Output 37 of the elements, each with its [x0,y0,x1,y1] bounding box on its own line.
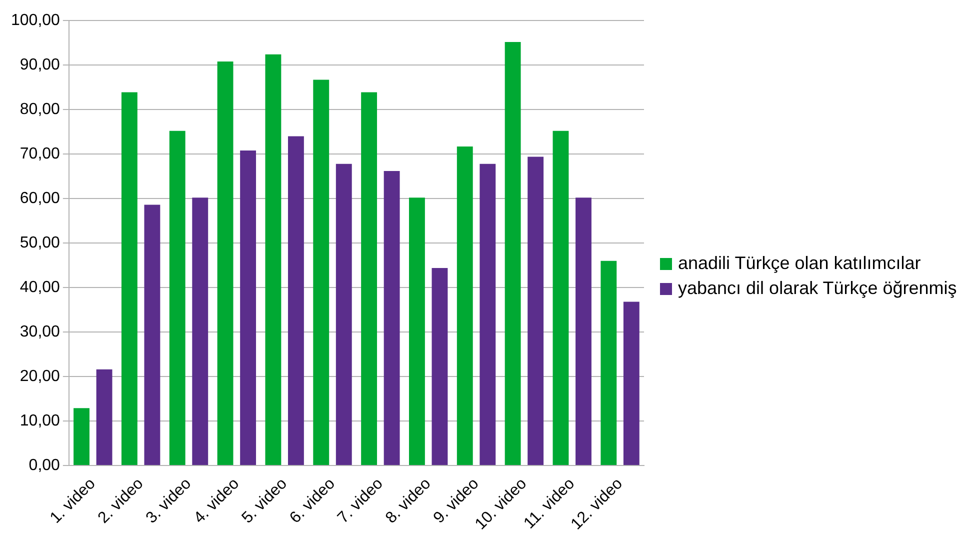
bar [217,62,234,466]
bar [74,408,90,466]
bar [336,164,352,466]
y-tick-label: 80,00 [20,100,60,118]
y-tick-label: 20,00 [20,368,60,385]
bar [313,80,330,466]
legend-label: yabancı dil olarak Türkçe öğrenmiş [678,278,958,299]
bar [121,92,138,466]
bar [432,268,448,466]
bar [600,260,617,466]
y-tick-label: 90,00 [20,56,60,74]
bar [384,170,400,466]
y-tick-label: 0,00 [28,456,60,474]
bar [480,164,496,466]
bar [361,92,378,466]
y-tick-label: 100,00 [11,12,60,30]
bar [552,130,569,466]
y-tick-label: 60,00 [20,190,60,207]
bar [96,369,112,466]
bar [169,130,186,466]
y-tick-label: 70,00 [20,145,60,162]
bar [456,146,473,466]
y-tick-label: 10,00 [20,412,60,430]
bar [240,150,256,466]
bar [288,136,304,466]
y-tick-label: 50,00 [20,234,60,252]
y-tick-label: 30,00 [20,323,60,340]
bar [192,198,208,466]
bar [623,302,640,466]
bar [144,204,160,466]
bar [409,198,425,466]
bar [576,198,592,466]
bar [265,54,282,466]
bar [504,42,521,466]
y-tick-label: 40,00 [20,278,60,296]
bar [528,156,544,466]
legend-label: anadili Türkçe olan katılımcılar [678,253,922,274]
